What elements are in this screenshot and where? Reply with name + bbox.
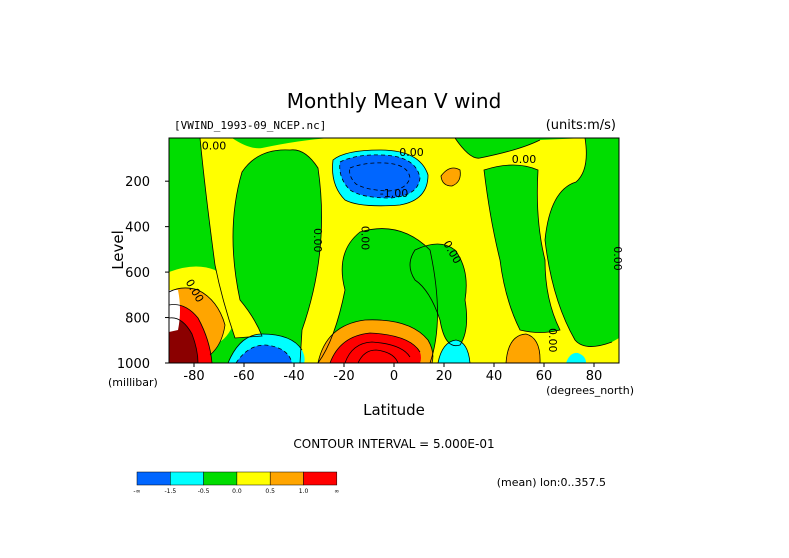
contour-line bbox=[339, 154, 421, 199]
y-tick-label: 400 bbox=[125, 221, 150, 236]
contour-line bbox=[454, 138, 613, 347]
contour-line bbox=[317, 228, 438, 363]
footer-label: (mean) lon:0..357.5 bbox=[497, 476, 606, 489]
contour-line bbox=[409, 243, 468, 347]
x-axis-label: Latitude bbox=[363, 401, 425, 419]
x-tick-label: -40 bbox=[283, 369, 304, 384]
y-axis: 200 400 600 800 1000 bbox=[117, 175, 169, 372]
contour-line bbox=[169, 287, 226, 356]
y-axis-label: Level bbox=[109, 230, 127, 270]
x-axis: -80 -60 -40 -20 0 20 40 60 80 bbox=[183, 363, 602, 384]
fill-white-gap bbox=[169, 290, 180, 332]
fill-red-eq bbox=[330, 333, 421, 363]
contour-line bbox=[349, 162, 411, 192]
contour-line bbox=[169, 317, 199, 363]
colorbar-level-label: 0.5 bbox=[265, 488, 275, 495]
colorbar-swatch bbox=[136, 471, 171, 486]
fill-orange-small bbox=[441, 168, 461, 186]
units-label: (units:m/s) bbox=[546, 118, 616, 133]
colorbar: -∞ -1.5 -0.5 0.0 0.5 1.0 ∞ bbox=[133, 471, 339, 495]
colorbar-swatch bbox=[269, 471, 304, 486]
x-tick-label: 0 bbox=[390, 369, 398, 384]
x-tick-label: -80 bbox=[183, 369, 204, 384]
colorbar-swatch bbox=[236, 471, 271, 486]
x-tick-label: 60 bbox=[536, 369, 553, 384]
fill-green-right bbox=[484, 165, 560, 333]
colorbar-swatch bbox=[170, 471, 204, 486]
x-tick-label: -20 bbox=[333, 369, 354, 384]
contour-label: 0.00 bbox=[399, 146, 424, 159]
y-tick-label: 1000 bbox=[117, 357, 150, 372]
colorbar-level-label: 0.0 bbox=[232, 488, 242, 495]
fill-cyan-low bbox=[438, 340, 470, 363]
colorbar-level-label: -0.5 bbox=[198, 488, 210, 495]
colorbar-swatch bbox=[303, 471, 338, 486]
contour-line bbox=[344, 341, 411, 363]
contour-label: 0.00 bbox=[202, 139, 227, 152]
y-units-label: (millibar) bbox=[108, 376, 158, 389]
contour-label: 0.00 bbox=[611, 246, 624, 271]
contour-label: -1.00 bbox=[380, 187, 408, 200]
contour-line bbox=[440, 167, 461, 187]
chart-title: Monthly Mean V wind bbox=[287, 89, 502, 113]
fill-blue-sh bbox=[236, 345, 292, 363]
contour-line bbox=[329, 332, 421, 363]
x-tick-label: 40 bbox=[486, 369, 503, 384]
file-label: [VWIND_1993-09_NCEP.nc] bbox=[174, 119, 326, 132]
fill-cyan-low2 bbox=[566, 352, 586, 363]
contour-line bbox=[357, 349, 399, 363]
contour-line bbox=[317, 319, 434, 363]
contour-label: 0.00 bbox=[546, 328, 559, 353]
y-tick-label: 200 bbox=[125, 175, 150, 190]
colorbar-end-label: -∞ bbox=[133, 488, 140, 495]
contour-line bbox=[332, 149, 429, 207]
contour-label: 0.00 bbox=[512, 153, 537, 166]
y-tick-label: 600 bbox=[125, 266, 150, 281]
x-tick-label: 20 bbox=[436, 369, 453, 384]
x-tick-label: -60 bbox=[233, 369, 254, 384]
contour-line bbox=[169, 304, 213, 363]
fill-orange-low bbox=[506, 334, 541, 363]
contour-interval-label: CONTOUR INTERVAL = 5.000E-01 bbox=[293, 437, 494, 451]
contour-line bbox=[235, 344, 293, 363]
colorbar-end-label: ∞ bbox=[334, 488, 339, 495]
x-units-label: (degrees_north) bbox=[546, 384, 634, 397]
contour-line bbox=[483, 164, 561, 333]
contour-line bbox=[227, 333, 303, 363]
contour-label: 0.00 bbox=[311, 228, 324, 253]
contour-label: 0.00 bbox=[359, 226, 372, 251]
contour-line bbox=[437, 339, 471, 363]
colorbar-level-label: 1.0 bbox=[299, 488, 309, 495]
y-tick-label: 800 bbox=[125, 312, 150, 327]
contour-line bbox=[199, 138, 322, 363]
fill-green-mid bbox=[410, 244, 467, 346]
colorbar-level-label: -1.5 bbox=[164, 488, 176, 495]
colorbar-swatch bbox=[203, 471, 238, 486]
x-tick-label: 80 bbox=[586, 369, 603, 384]
contour-lines bbox=[169, 138, 613, 363]
contour-line bbox=[505, 333, 541, 363]
